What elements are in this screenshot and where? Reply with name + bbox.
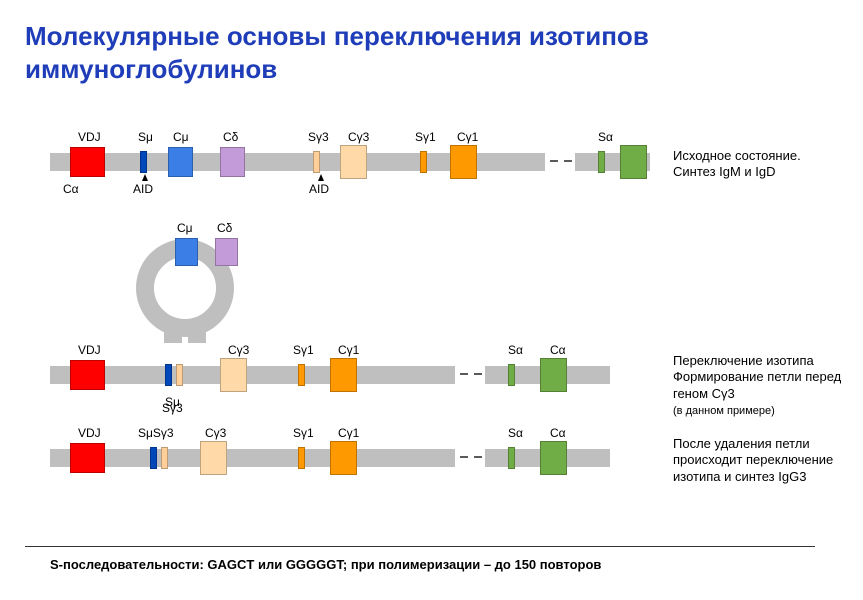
segment-label: AID xyxy=(133,182,153,196)
gene-segment xyxy=(70,443,105,473)
gene-segment xyxy=(508,447,515,469)
gene-segment xyxy=(200,441,227,475)
row-loop: CμСδ VDJСγ3Sγ1Сγ1SαСα SμSγ3 Переключение… xyxy=(25,233,838,418)
gene-segment xyxy=(420,151,427,173)
segment-label: Sγ1 xyxy=(293,343,314,357)
segment-label: Sα xyxy=(598,130,613,144)
segment-label: Сγ1 xyxy=(338,343,359,357)
gene-segment xyxy=(168,147,193,177)
gene-segment xyxy=(176,364,183,386)
segment-label: VDJ xyxy=(78,426,101,440)
segment-label: Sα xyxy=(508,343,523,357)
segment-label: Sγ1 xyxy=(293,426,314,440)
aid-arrow-icon xyxy=(318,174,324,181)
row-after: VDJSμSγ3Сγ3Sγ1Сγ1SαСα После удаления пет… xyxy=(25,426,838,526)
gene-segment xyxy=(150,447,157,469)
segment-label: VDJ xyxy=(78,130,101,144)
gene-segment xyxy=(313,151,320,173)
aid-arrow-icon xyxy=(142,174,148,181)
gene-segment xyxy=(161,447,168,469)
segment-label: Сα xyxy=(63,182,79,196)
gene-diagram: VDJSμСμСδSγ3Сγ3Sγ1Сγ1Sα СαAIDAID Исходно… xyxy=(25,130,838,526)
segment-label: Sμ xyxy=(138,130,153,144)
segment-label: Сα xyxy=(550,426,566,440)
page-title: Молекулярные основы переключения изотипо… xyxy=(25,20,838,85)
row-initial: VDJSμСμСδSγ3Сγ3Sγ1Сγ1Sα СαAIDAID Исходно… xyxy=(25,130,838,225)
row2-caption: Переключение изотипаФормирование петли п… xyxy=(673,353,848,419)
segment-label: SμSγ3 xyxy=(138,426,174,440)
segment-label: Сδ xyxy=(217,221,232,235)
segment-label: Sγ1 xyxy=(415,130,436,144)
gene-segment xyxy=(508,364,515,386)
row1-caption: Исходное состояние.Синтез IgM и IgD xyxy=(673,148,848,181)
gene-segment xyxy=(598,151,605,173)
gene-segment xyxy=(140,151,147,173)
segment-label: Сγ1 xyxy=(338,426,359,440)
segment-label: AID xyxy=(309,182,329,196)
gene-segment xyxy=(540,441,567,475)
row3-caption: После удаления петли происходит переключ… xyxy=(673,436,848,485)
segment-label: Sα xyxy=(508,426,523,440)
gene-segment xyxy=(298,447,305,469)
segment-label: Sγ3 xyxy=(308,130,329,144)
gene-segment xyxy=(220,147,245,177)
gene-segment xyxy=(70,147,105,177)
segment-label: Сα xyxy=(550,343,566,357)
gene-segment xyxy=(70,360,105,390)
segment-label: Сδ xyxy=(223,130,238,144)
gene-segment xyxy=(330,441,357,475)
segment-label: Сγ1 xyxy=(457,130,478,144)
segment-label: VDJ xyxy=(78,343,101,357)
segment-label: Cμ xyxy=(177,221,193,235)
footer-note: S-последовательности: GAGCT или GGGGGT; … xyxy=(50,557,838,572)
gene-segment xyxy=(215,238,238,266)
segment-label: Сγ3 xyxy=(205,426,226,440)
segment-label: Сμ xyxy=(173,130,189,144)
gene-segment xyxy=(298,364,305,386)
gene-segment xyxy=(175,238,198,266)
segment-label: Сγ3 xyxy=(228,343,249,357)
footer-divider xyxy=(25,546,815,547)
gene-segment xyxy=(165,364,172,386)
segment-label: Сγ3 xyxy=(348,130,369,144)
segment-label: Sγ3 xyxy=(162,401,183,415)
